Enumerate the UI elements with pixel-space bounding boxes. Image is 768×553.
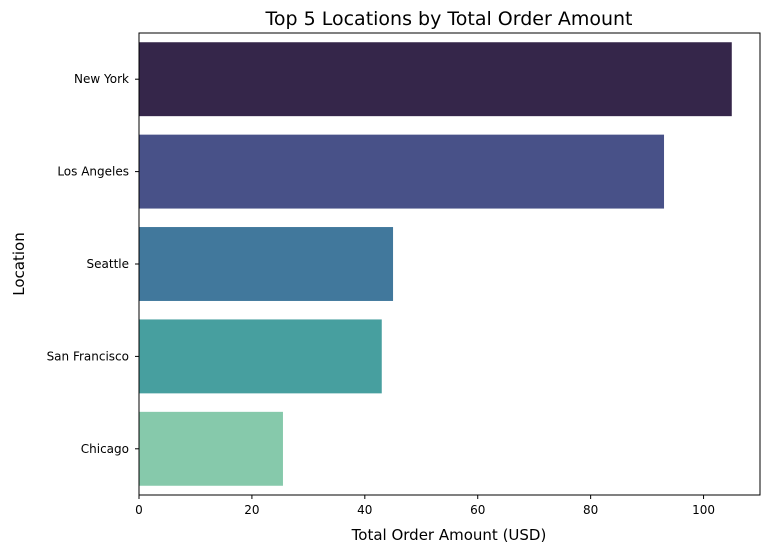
- y-axis-ticks: New York Los Angeles Seattle San Francisco C…: [47, 72, 139, 456]
- x-axis-ticks: 0 20 40 60 80 100: [135, 495, 715, 517]
- chart-title: Top 5 Locations by Total Order Amount: [265, 8, 633, 30]
- x-tick-label: 40: [357, 503, 372, 517]
- bar-los-angeles: [139, 134, 665, 209]
- bar-new-york: [139, 42, 732, 117]
- y-tick-label: San Francisco: [47, 349, 129, 363]
- y-tick-label: Los Angeles: [57, 165, 129, 179]
- bar-chicago: [139, 411, 283, 486]
- y-tick-label: New York: [74, 72, 129, 86]
- y-tick-label: Chicago: [81, 442, 129, 456]
- bars-group: [139, 42, 732, 486]
- x-tick-label: 20: [244, 503, 259, 517]
- y-tick-label: Seattle: [87, 257, 129, 271]
- x-tick-label: 80: [583, 503, 598, 517]
- bar-san-francisco: [139, 319, 382, 394]
- x-tick-label: 100: [692, 503, 715, 517]
- x-axis-label: Total Order Amount (USD): [351, 526, 547, 544]
- x-tick-label: 0: [135, 503, 143, 517]
- x-tick-label: 60: [470, 503, 485, 517]
- bar-seattle: [139, 227, 394, 301]
- y-axis-label: Location: [10, 232, 28, 295]
